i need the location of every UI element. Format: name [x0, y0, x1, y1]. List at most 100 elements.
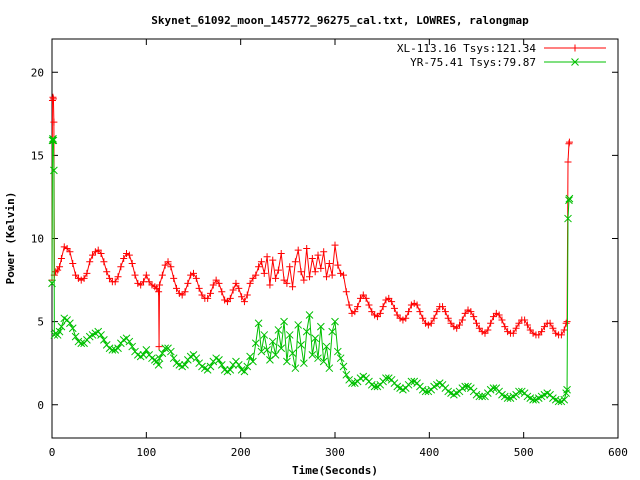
data-point [206, 362, 215, 371]
data-point [427, 319, 435, 327]
data-point [206, 289, 214, 297]
plot-frame [51, 38, 619, 439]
data-point [285, 331, 294, 339]
data-point [305, 311, 314, 319]
data-point [549, 324, 557, 332]
data-point [286, 263, 294, 271]
data-point [274, 326, 283, 334]
data-point [565, 194, 574, 203]
data-point [405, 308, 413, 316]
data-point [49, 136, 58, 145]
data-point [331, 317, 339, 326]
data-point [291, 258, 299, 266]
data-point [255, 263, 263, 271]
data-point [83, 269, 91, 277]
x-tick-label: 500 [514, 446, 534, 459]
data-point [294, 246, 302, 254]
data-point [56, 263, 64, 271]
data-point [487, 319, 495, 327]
data-point [139, 351, 148, 359]
data-point [433, 308, 441, 316]
data-point [232, 279, 240, 287]
data-point [120, 254, 128, 262]
data-point [325, 259, 333, 267]
data-point [235, 284, 243, 292]
legend-label-yr: YR-75.41 Tsys:79.87 [410, 56, 536, 69]
data-point [512, 324, 520, 332]
data-point [370, 382, 379, 391]
data-point [557, 331, 565, 339]
data-point [97, 331, 105, 339]
x-tick-label: 200 [231, 446, 251, 459]
data-point [249, 357, 257, 366]
data-point [154, 360, 163, 369]
data-point [257, 258, 265, 266]
data-point [142, 271, 150, 279]
data-point [283, 357, 291, 366]
data-point [390, 304, 398, 312]
data-point [334, 261, 342, 269]
legend-label-xl: XL-113.16 Tsys:121.34 [397, 42, 536, 55]
data-point [218, 288, 226, 296]
data-point [128, 342, 137, 351]
data-point [538, 328, 546, 336]
data-point [114, 344, 122, 353]
data-point [288, 349, 297, 358]
data-point [252, 271, 260, 279]
data-point [167, 347, 175, 356]
data-point [48, 279, 56, 288]
data-point [467, 308, 475, 316]
data-point [69, 259, 77, 267]
data-point [339, 271, 347, 279]
data-point [125, 337, 134, 346]
data-point [354, 303, 362, 311]
data-point [240, 298, 248, 306]
data-point [306, 273, 314, 281]
series-0 [48, 93, 573, 351]
data-point [376, 309, 384, 317]
data-point [320, 248, 328, 256]
data-point [382, 374, 390, 383]
data-point [125, 251, 133, 259]
data-point [155, 343, 163, 351]
data-point [229, 286, 237, 294]
data-point [515, 387, 523, 396]
data-point [300, 276, 308, 284]
data-point [314, 251, 322, 259]
data-point [50, 166, 58, 175]
data-point [564, 214, 572, 223]
data-point [263, 253, 271, 261]
y-tick-label: 20 [31, 66, 44, 79]
data-point [303, 244, 311, 252]
data-point [336, 354, 345, 363]
data-point [495, 311, 503, 319]
data-point [339, 362, 348, 371]
data-point [155, 288, 163, 296]
x-tick-label: 600 [608, 446, 628, 459]
data-point [226, 365, 235, 374]
data-point [271, 351, 280, 359]
data-point [571, 58, 579, 66]
x-tick-label: 100 [136, 446, 156, 459]
data-point [325, 364, 334, 373]
data-point [331, 241, 339, 249]
data-point [243, 291, 251, 299]
data-point [328, 271, 336, 279]
data-point [300, 359, 308, 368]
data-point [546, 319, 554, 327]
x-tick-label: 0 [49, 446, 56, 459]
data-point [475, 392, 484, 401]
data-point [311, 334, 320, 343]
data-point [430, 314, 438, 322]
data-point [263, 346, 271, 354]
axis-ticks: 0 100 200 300 400 500 600 0 5 10 15 20 [31, 39, 628, 459]
data-point [111, 278, 119, 286]
data-point [509, 329, 517, 337]
y-tick-label: 15 [31, 149, 44, 162]
data-point [254, 319, 263, 328]
data-point [342, 370, 351, 379]
data-point [234, 360, 243, 369]
data-point [240, 367, 249, 376]
data-point [302, 327, 311, 336]
legend: XL-113.16 Tsys:121.34 YR-75.41 Tsys:79.8… [397, 42, 606, 69]
